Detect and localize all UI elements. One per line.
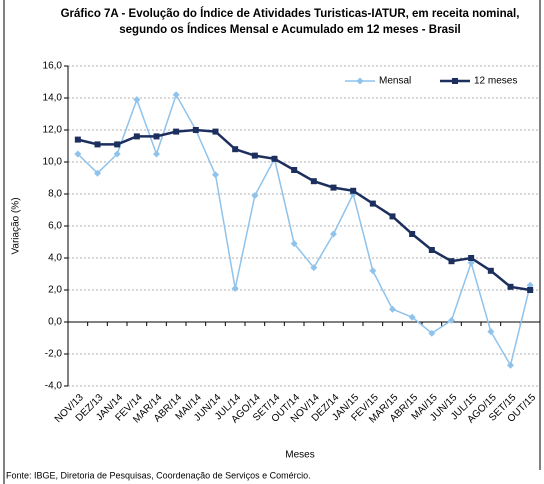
marker <box>291 167 298 173</box>
x-axis-label: Meses <box>285 450 314 461</box>
marker <box>173 128 180 135</box>
marker <box>251 152 258 159</box>
line <box>77 128 531 292</box>
y-axis-label: Variação (%) <box>11 197 22 254</box>
y-tick-label: -2,0 <box>45 349 63 360</box>
marker <box>409 231 416 237</box>
marker <box>212 171 219 179</box>
marker <box>507 361 514 369</box>
marker <box>231 284 239 292</box>
legend-marker <box>356 77 364 85</box>
marker <box>487 328 495 336</box>
legend-marker <box>452 78 458 84</box>
chart-title: Gráfico 7A - Evolução do Índice de Ativi… <box>61 7 520 20</box>
marker <box>133 96 141 104</box>
legend-label: Mensal <box>379 76 411 87</box>
marker <box>330 230 337 238</box>
marker <box>290 240 298 248</box>
marker <box>428 329 436 337</box>
marker <box>408 313 416 321</box>
marker <box>507 283 514 290</box>
marker <box>74 150 82 158</box>
legend-label: 12 meses <box>474 76 517 87</box>
marker <box>153 150 160 158</box>
marker <box>133 133 140 140</box>
marker <box>94 169 101 177</box>
y-tick-label: 14,0 <box>43 93 63 104</box>
marker <box>448 316 455 324</box>
y-tick-label: 6,0 <box>48 221 62 232</box>
marker <box>310 178 317 185</box>
source-note: Fonte: IBGE, Diretoria de Pesquisas, Coo… <box>6 470 311 480</box>
y-tick-label: 16,0 <box>43 61 63 72</box>
marker <box>389 305 396 313</box>
y-tick-label: 10,0 <box>43 157 63 168</box>
marker <box>232 146 239 153</box>
marker <box>487 267 494 274</box>
marker <box>389 213 396 220</box>
marker <box>192 127 199 133</box>
y-tick-label: 2,0 <box>48 285 62 296</box>
marker <box>94 141 101 148</box>
marker <box>527 287 534 293</box>
marker <box>212 128 219 135</box>
y-tick-label: 12,0 <box>43 125 63 136</box>
marker <box>448 258 455 265</box>
y-tick-label: -4,0 <box>45 381 63 392</box>
marker <box>369 200 376 207</box>
marker <box>114 141 121 148</box>
marker <box>330 184 337 191</box>
marker <box>526 281 534 289</box>
marker <box>428 247 435 253</box>
y-tick-label: 8,0 <box>48 189 62 200</box>
y-tick-label: 4,0 <box>48 253 62 264</box>
marker <box>251 192 259 200</box>
marker <box>113 150 121 158</box>
marker <box>271 155 278 162</box>
y-tick-label: 0,0 <box>48 317 62 328</box>
line <box>77 92 531 368</box>
marker <box>467 259 475 267</box>
marker <box>369 267 377 275</box>
marker <box>468 255 475 261</box>
marker <box>172 91 180 99</box>
marker <box>350 187 357 194</box>
marker <box>74 136 81 143</box>
chart-title: segundo os Índices Mensal e Acumulado em… <box>119 23 461 36</box>
marker <box>310 264 318 272</box>
marker <box>153 133 160 140</box>
